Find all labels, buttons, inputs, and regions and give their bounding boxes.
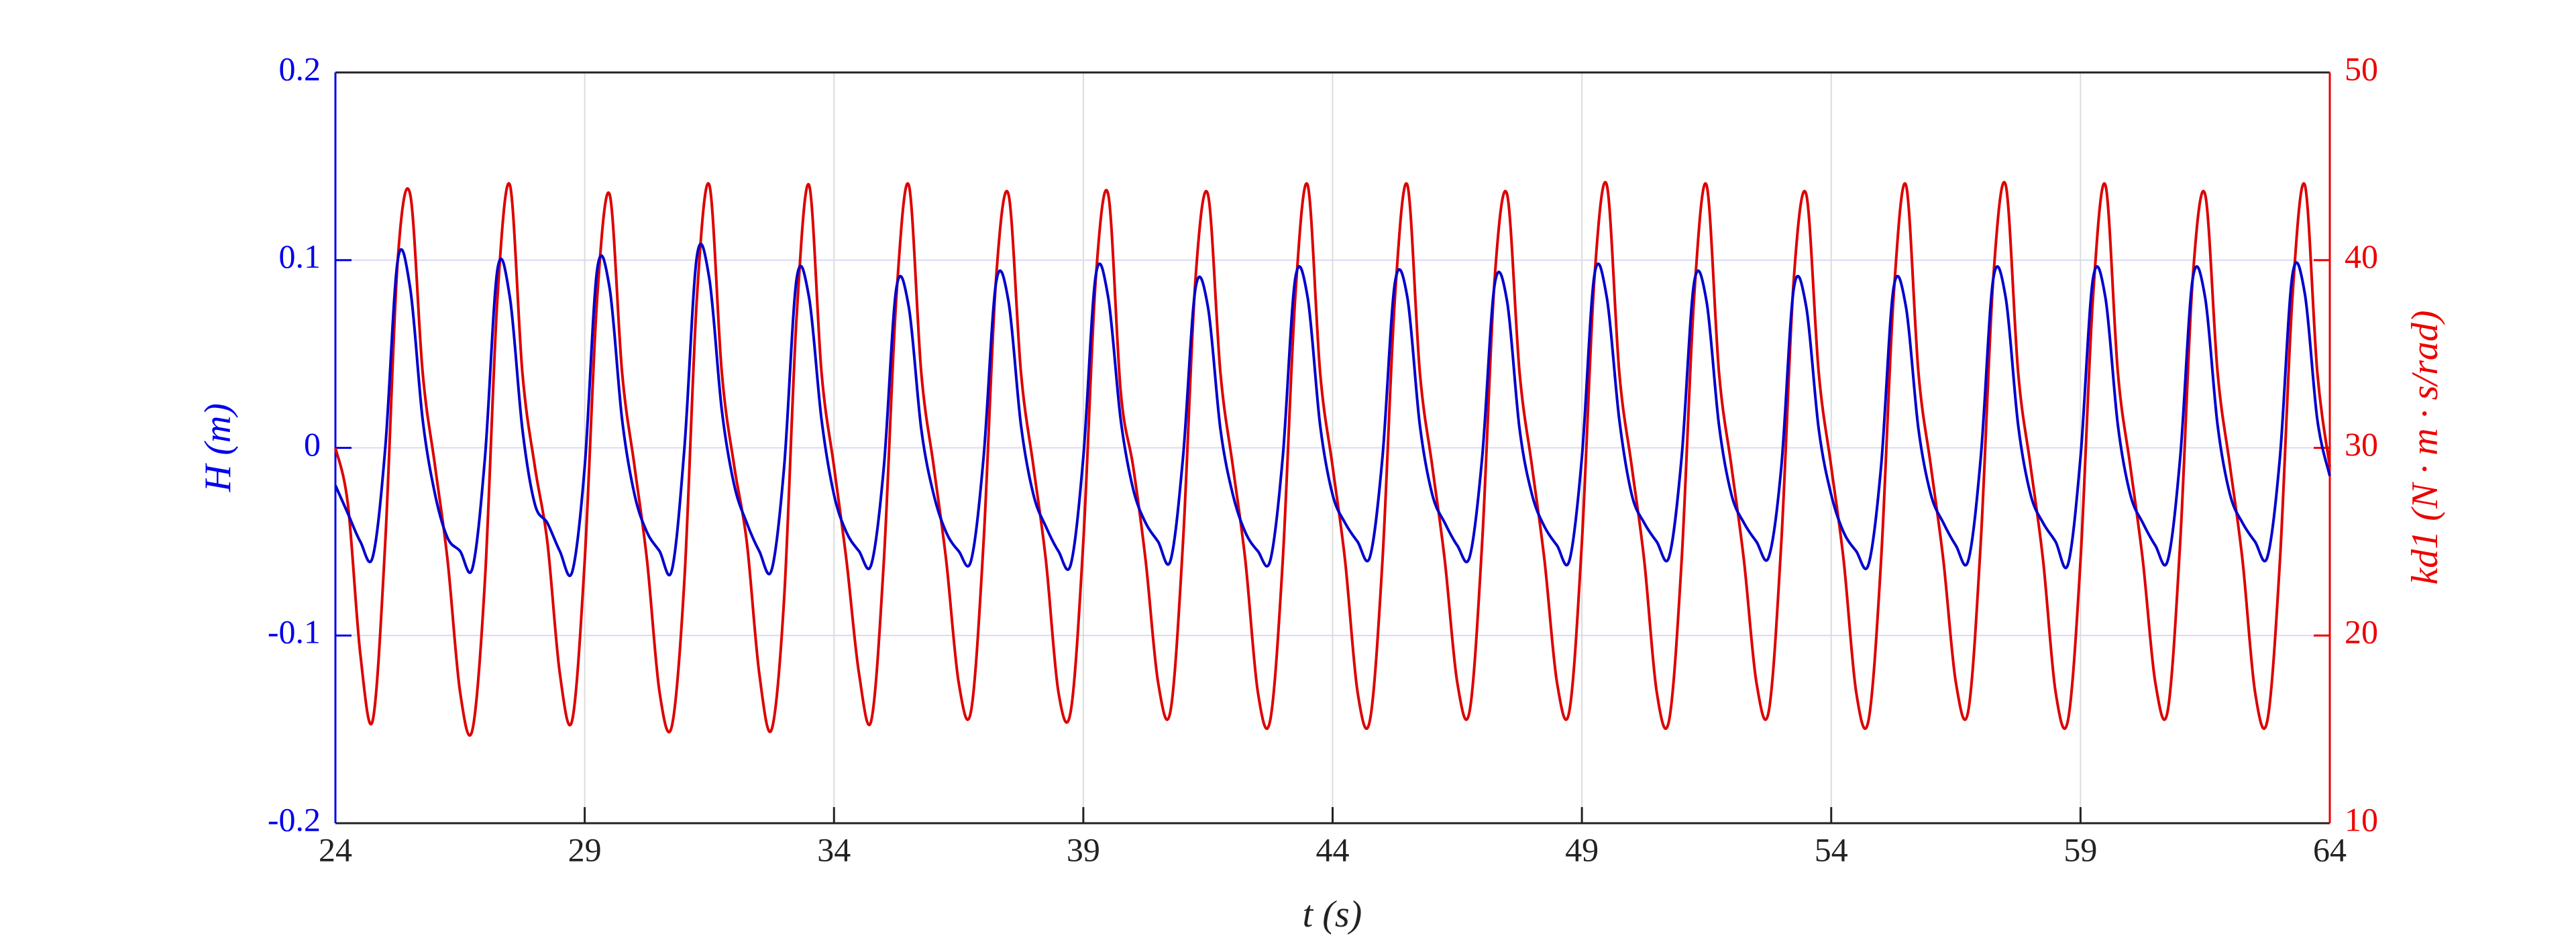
y2-tick-label: 30 [2345, 425, 2378, 463]
x-tick-label: 59 [2063, 831, 2097, 868]
y2-axis-label: kd1 (N · m · s/rad) [2404, 310, 2446, 584]
y-tick-label: 0.1 [279, 238, 321, 275]
x-tick-label: 29 [568, 831, 602, 868]
y-tick-label: 0.2 [279, 50, 321, 87]
x-tick-label: 64 [2313, 831, 2347, 868]
y2-tick-label: 50 [2345, 50, 2378, 87]
y2-tick-label: 10 [2345, 800, 2378, 838]
x-tick-label: 54 [1815, 831, 1848, 868]
x-tick-label: 49 [1565, 831, 1599, 868]
x-tick-label: 34 [817, 831, 851, 868]
x-axis-label: t (s) [1303, 894, 1362, 935]
y-tick-label: -0.1 [268, 613, 321, 651]
y-tick-label: 0 [304, 425, 321, 463]
y2-tick-label: 20 [2345, 613, 2378, 651]
y-tick-label: -0.2 [268, 800, 321, 838]
x-tick-label: 24 [319, 831, 352, 868]
y-axis-label: H (m) [197, 403, 239, 492]
x-tick-label: 39 [1067, 831, 1100, 868]
x-tick-label: 44 [1316, 831, 1350, 868]
series-line [334, 180, 2331, 737]
y2-tick-label: 40 [2345, 238, 2378, 275]
series-line [334, 242, 2331, 578]
